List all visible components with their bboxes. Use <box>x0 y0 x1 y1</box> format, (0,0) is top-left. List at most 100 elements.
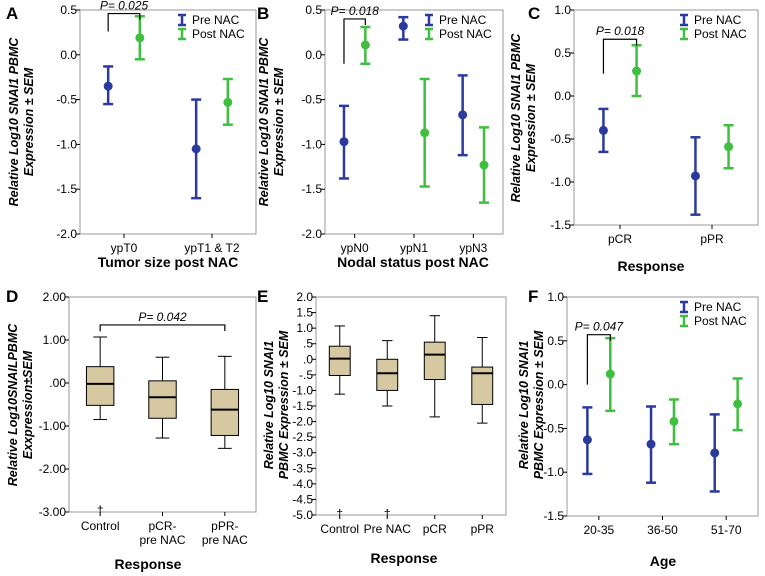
significance-bracket <box>602 38 638 74</box>
x-tick-label: ypN1 <box>400 241 428 255</box>
mean-point <box>669 416 679 426</box>
x-axis-label: Nodal status post NAC <box>337 254 489 270</box>
y-tick-label: 0.5 <box>305 3 322 17</box>
y-tick-label: -4.5 <box>292 492 313 506</box>
x-tick-label: ypN0 <box>341 241 369 255</box>
mean-point <box>605 369 615 379</box>
box-iqr <box>471 366 494 405</box>
y-tick-label: -5.0 <box>292 508 313 522</box>
y-axis-label-line: Relative Log10 SNAI1 PBMC <box>7 37 21 207</box>
y-tick-label: -0.5 <box>56 93 77 107</box>
mean-point <box>191 144 201 154</box>
y-axis-label: Relative Log10SNAILPBMCExxpression±SEM <box>6 323 35 487</box>
box-iqr <box>85 366 115 406</box>
y-axis-label-line: Relative Log10 SNAI1 PBMC <box>509 33 523 203</box>
mean-point <box>135 33 145 43</box>
y-tick-label: -2.0 <box>301 227 322 241</box>
box-iqr <box>376 358 399 391</box>
p-value: P= 0.042 <box>138 310 187 324</box>
y-tick-label: 1.0 <box>296 321 313 335</box>
mean-point <box>479 160 489 170</box>
mean-point <box>398 21 408 31</box>
mean-point <box>598 125 608 135</box>
y-tick-label: 1.0 <box>554 3 571 17</box>
x-tick-label: pPR-pre NAC <box>202 519 248 547</box>
y-tick-label: 1.0 <box>547 290 564 304</box>
x-tick-label-line: pre NAC <box>139 533 185 547</box>
mean-point <box>646 439 656 449</box>
mean-point <box>690 171 700 181</box>
x-axis-label: Response <box>115 556 182 572</box>
box-iqr <box>148 380 177 419</box>
y-tick-label: -3.0 <box>292 446 313 460</box>
y-axis-label-line: PBMC Expression ± SEM <box>532 330 546 479</box>
x-tick-label: pPR <box>471 522 495 536</box>
y-tick-label: -0.5 <box>301 93 322 107</box>
mean-point <box>360 40 370 50</box>
legend-entry: Pre NAC <box>192 13 240 27</box>
x-tick-label: ypT0 <box>111 241 138 255</box>
y-axis-label: Relative Log10 SNAI1 PBMCExpression ± SE… <box>257 37 286 207</box>
x-tick-label: pPR <box>700 232 724 246</box>
significance-annotation: P= 0.047 <box>575 320 624 385</box>
y-tick-label: -1.5 <box>292 399 313 413</box>
y-axis-label-line: Relative Log10 SNAI1 PBMC <box>257 37 271 207</box>
outlier-mark: † <box>384 506 391 520</box>
box-ppr <box>471 336 494 424</box>
mean-point <box>458 110 468 120</box>
y-tick-label: 1.5 <box>296 306 313 320</box>
mean-point <box>724 142 734 152</box>
y-tick-label: 0.0 <box>554 89 571 103</box>
mean-point <box>733 399 743 409</box>
mean-point <box>103 81 113 91</box>
y-tick-label: 0.0 <box>547 378 564 392</box>
y-tick-label: 0.0 <box>305 48 322 62</box>
significance-annotation: P= 0.018 <box>596 24 645 74</box>
p-value: P= 0.018 <box>330 4 379 18</box>
y-tick-label: -1.5 <box>550 218 571 232</box>
mean-point <box>582 435 592 445</box>
legend-entry: Post NAC <box>694 314 747 328</box>
y-tick-label: -4.0 <box>292 477 313 491</box>
y-tick-label: 0.5 <box>547 334 564 348</box>
series-post-nac <box>134 15 233 126</box>
y-axis-label-line: Expression ± SEM <box>22 67 36 176</box>
panel-label: E <box>257 287 268 306</box>
y-tick-label: -1.0 <box>292 383 313 397</box>
box-control: † <box>85 336 115 517</box>
y-tick-label: -0.5 <box>550 132 571 146</box>
x-axis-label: Response <box>618 258 685 274</box>
legend-entry: Pre NAC <box>439 13 487 27</box>
x-axis-label: Response <box>371 550 438 566</box>
y-tick-label: -1.00 <box>39 419 67 433</box>
series-pre-nac <box>598 107 701 216</box>
y-tick-label: 0.5 <box>554 46 571 60</box>
y-axis-label-line: Relative Log10 SNAI1 <box>262 341 276 470</box>
box-iqr <box>423 341 446 381</box>
x-tick-label: pCR <box>423 522 447 536</box>
y-tick-label: -2.5 <box>292 430 313 444</box>
y-axis-label-line: Exxpression±SEM <box>21 350 35 459</box>
plot-frame <box>79 9 257 235</box>
mean-point <box>339 137 349 147</box>
y-tick-label: 2.0 <box>296 290 313 304</box>
mean-point <box>632 66 642 76</box>
y-tick-label: -3.5 <box>292 461 313 475</box>
box-control: † <box>328 325 351 520</box>
box-pcr-pre-nac <box>148 356 177 439</box>
x-tick-label: pCR <box>608 232 632 246</box>
significance-annotation: P= 0.025 <box>100 0 149 32</box>
panel-label: A <box>6 4 18 23</box>
y-tick-label: -1.0 <box>56 137 77 151</box>
y-tick-label: .5 <box>303 337 313 351</box>
panel-c: C 1.0 0.5 0.0 -0.5 -1.0 -1.5 pCR pPR Response Rela… <box>509 3 759 274</box>
mean-point <box>223 97 233 107</box>
legend-entry: Post NAC <box>192 27 245 41</box>
p-value: P= 0.018 <box>596 24 645 38</box>
y-tick-label: -2.0 <box>292 415 313 429</box>
y-tick-label: 0.0 <box>60 48 77 62</box>
x-tick-label-line: pre NAC <box>202 533 248 547</box>
legend-entry: Pre NAC <box>694 300 742 314</box>
